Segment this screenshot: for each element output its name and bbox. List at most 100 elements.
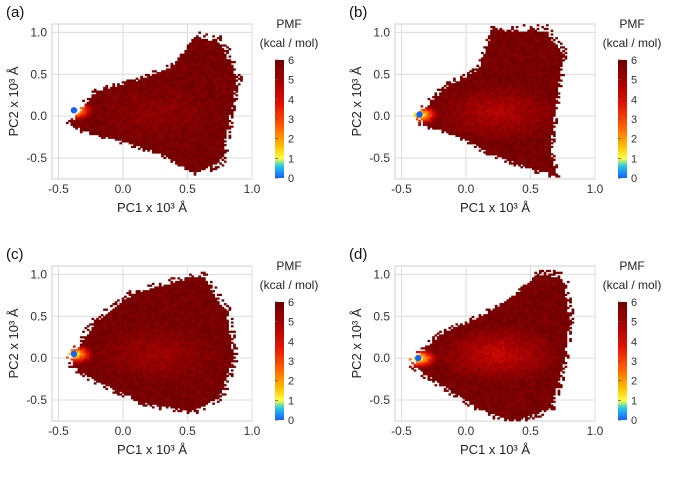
heatmap-cell — [156, 151, 160, 154]
heatmap-cell — [202, 166, 206, 169]
heatmap-cell — [202, 61, 206, 64]
heatmap-cell — [79, 123, 83, 126]
heatmap-cell — [518, 59, 521, 62]
heatmap-cell — [103, 136, 106, 139]
heatmap-cell — [497, 90, 500, 93]
heatmap-cell — [508, 149, 512, 152]
heatmap-cell — [441, 103, 445, 106]
heatmap-cell — [212, 112, 215, 115]
heatmap-cell — [501, 35, 505, 38]
heatmap-cell — [462, 96, 466, 99]
heatmap-cell — [212, 83, 215, 86]
heatmap-cell — [202, 116, 206, 119]
heatmap-cell — [198, 97, 202, 101]
heatmap-cell — [179, 131, 183, 134]
heatmap-cell — [96, 112, 99, 115]
heatmap-cell — [149, 145, 153, 149]
heatmap-cell — [184, 68, 188, 71]
heatmap-cell — [140, 132, 143, 136]
heatmap-cell — [172, 145, 176, 149]
heatmap-cell — [460, 83, 463, 86]
heatmap-cell — [158, 81, 162, 84]
heatmap-cell — [128, 142, 132, 145]
heatmap-cell — [140, 94, 143, 97]
heatmap-cell — [189, 138, 192, 141]
heatmap-cell — [200, 55, 204, 58]
heatmap-cell — [446, 118, 449, 121]
heatmap-cell — [137, 127, 141, 130]
heatmap-cell — [501, 46, 505, 49]
heatmap-cell — [165, 155, 169, 158]
heatmap-cell — [205, 116, 209, 119]
heatmap-cell — [511, 123, 514, 126]
heatmap-cell — [216, 97, 220, 101]
heatmap-cell — [200, 99, 204, 102]
heatmap-cell — [513, 145, 517, 149]
heatmap-cell — [170, 103, 174, 106]
heatmap-cell — [103, 120, 106, 123]
heatmap-cell — [518, 127, 521, 130]
heatmap-cell — [494, 112, 498, 115]
heatmap-cell — [457, 92, 461, 95]
heatmap-cell — [216, 160, 220, 163]
heatmap-cell — [91, 125, 95, 128]
heatmap-cell — [130, 86, 134, 90]
heatmap-cell — [216, 105, 220, 108]
heatmap-cell — [508, 53, 512, 56]
heatmap-cell — [193, 55, 197, 58]
heatmap-cell — [179, 94, 183, 97]
heatmap-cell — [207, 129, 211, 132]
heatmap-cell — [518, 140, 521, 143]
heatmap-cell — [515, 68, 519, 71]
heatmap-cell — [130, 140, 134, 143]
heatmap-cell — [443, 121, 447, 125]
heatmap-cell — [214, 40, 218, 43]
heatmap-cell — [214, 55, 218, 58]
heatmap-cell — [476, 114, 480, 117]
heatmap-cell — [198, 145, 202, 149]
heatmap-cell — [520, 160, 524, 163]
heatmap-cell — [179, 103, 183, 106]
heatmap-cell — [112, 86, 116, 90]
heatmap-cell — [207, 143, 211, 147]
heatmap-cell — [497, 105, 500, 108]
heatmap-cell — [467, 127, 470, 130]
heatmap-cell — [492, 81, 496, 84]
heatmap-cell — [200, 153, 204, 156]
heatmap-cell — [469, 83, 473, 86]
heatmap-cell — [228, 59, 232, 62]
heatmap-cell — [114, 101, 118, 104]
heatmap-cell — [508, 90, 512, 93]
heatmap-cell — [492, 31, 496, 34]
heatmap-cell — [480, 134, 484, 137]
heatmap-cell — [202, 86, 206, 90]
heatmap-cell — [471, 120, 475, 123]
heatmap-cell — [467, 125, 470, 128]
heatmap-cell — [422, 118, 426, 121]
heatmap-cell — [114, 125, 118, 128]
heatmap-cell — [214, 136, 218, 139]
heatmap-cell — [149, 92, 153, 95]
heatmap-cell — [492, 48, 496, 51]
heatmap-cell — [184, 86, 188, 90]
heatmap-cell — [441, 112, 445, 115]
heatmap-cell — [212, 142, 215, 145]
heatmap-cell — [119, 131, 123, 134]
heatmap-cell — [501, 134, 505, 137]
heatmap-cell — [214, 72, 218, 75]
heatmap-cell — [193, 75, 197, 79]
heatmap-cell — [490, 97, 493, 101]
heatmap-cell — [89, 129, 92, 132]
heatmap-cell — [506, 103, 510, 106]
heatmap-cell — [114, 132, 118, 136]
heatmap-cell — [212, 116, 215, 119]
heatmap-cell — [432, 127, 435, 130]
heatmap-cell — [144, 96, 148, 99]
heatmap-cell — [202, 51, 206, 55]
heatmap-cell — [469, 123, 473, 126]
heatmap-cell — [441, 110, 445, 114]
heatmap-cell — [179, 64, 183, 67]
heatmap-cell — [508, 123, 512, 126]
heatmap-cell — [186, 153, 190, 156]
heatmap-cell — [212, 49, 215, 53]
